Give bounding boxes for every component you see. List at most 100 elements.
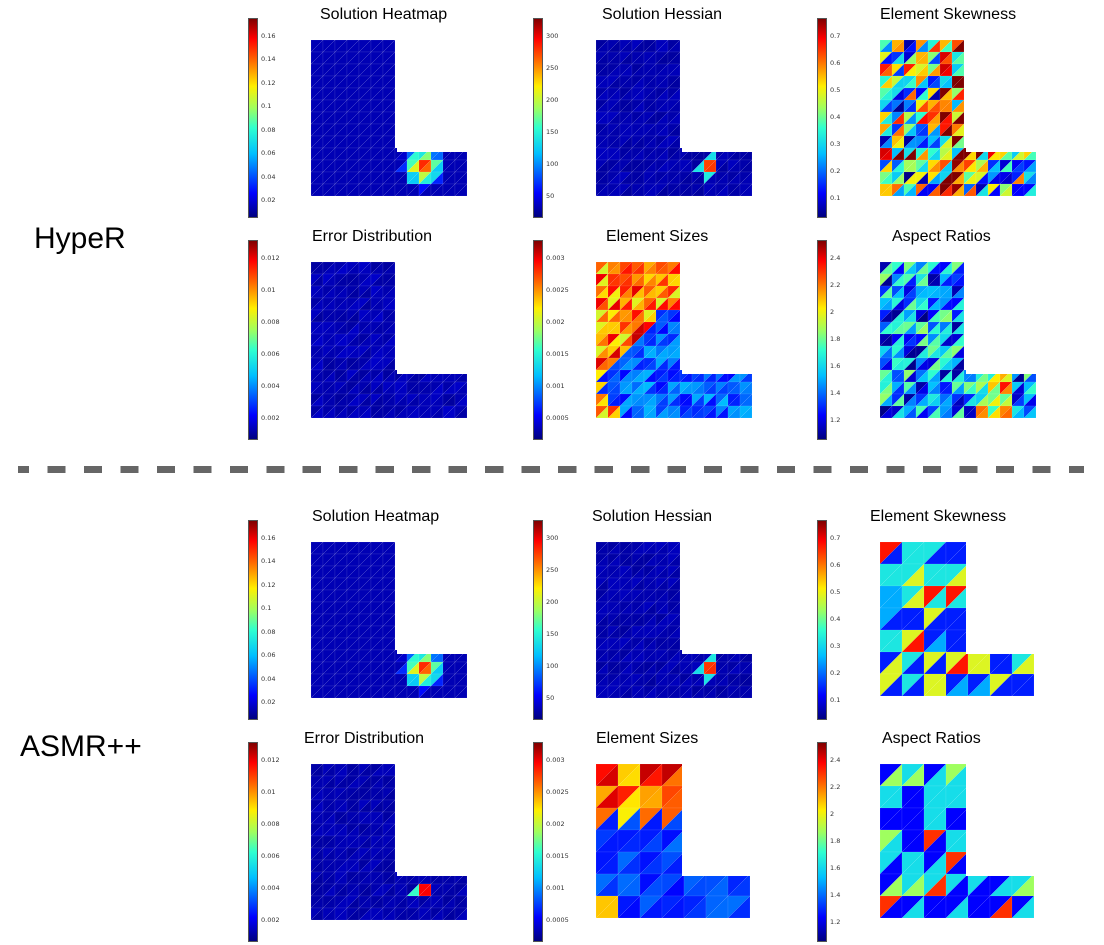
colorbar-tick-label: 150 [546,630,559,638]
colorbar-tick-label: 0.002 [546,820,565,828]
l-shaped-mesh-plot [879,763,1038,919]
colorbar-tick-label: 0.16 [261,32,276,40]
colorbar-tick-label: 0.02 [261,196,276,205]
colorbar-tick-label: 1.4 [830,891,841,900]
colorbar [817,18,827,218]
l-notch-mask [682,764,754,876]
colorbar-tick-label: 0.3 [830,642,841,651]
colorbar-tick-label: 0.002 [261,916,280,924]
mesh-element [454,685,468,699]
colorbar-tick-label: 0.08 [261,125,276,134]
panel-title: Element Sizes [606,228,709,245]
colorbar-tick-label: 0.04 [261,674,276,683]
colorbar [817,520,827,720]
colorbar-tick-label: 0.0005 [546,414,569,422]
l-shaped-mesh-plot [879,541,1038,697]
l-shaped-mesh-plot [595,261,754,419]
l-shaped-mesh-plot [879,39,1038,197]
l-notch-mask [397,542,469,654]
mesh-element [454,183,468,197]
panel-title: Aspect Ratios [882,730,981,747]
colorbar [817,742,827,942]
colorbar-tick-label: 0.0025 [546,286,569,294]
l-shaped-mesh-plot [595,541,754,699]
colorbar-tick-label: 300 [546,534,559,542]
colorbar-tick-label: 0.012 [261,254,280,262]
colorbar-tick-label: 0.6 [830,561,841,570]
colorbar-tick-label: 0.0005 [546,916,569,924]
panel-title: Solution Heatmap [312,508,440,525]
l-notch-mask [966,262,1038,374]
colorbar-tick-label: 50 [546,694,555,702]
colorbar-tick-label: 1.6 [830,864,841,873]
colorbar-tick-label: 0.14 [261,55,276,64]
colorbar-tick-label: 2.2 [830,783,841,792]
panel-title: Aspect Ratios [892,228,991,245]
l-shaped-mesh-plot [595,39,754,197]
colorbar-tick-label: 0.002 [546,318,565,326]
colorbar-tick-label: 0.004 [261,382,280,390]
panel-title: Solution Hessian [592,508,713,525]
colorbar-tick-label: 0.7 [830,32,841,40]
l-shaped-mesh-plot [310,763,469,921]
mesh-element [727,895,751,919]
colorbar-tick-label: 0.1 [261,604,272,613]
colorbar-tick-label: 0.006 [261,852,280,860]
colorbar-tick-label: 0.008 [261,318,280,326]
l-shaped-mesh-plot [310,541,469,699]
colorbar-tick-label: 1.6 [830,362,841,371]
l-notch-mask [682,262,754,374]
l-notch-mask [682,542,754,654]
colorbar-tick-label: 0.12 [261,78,276,87]
colorbar [248,520,258,720]
section-divider [18,466,1084,473]
mesh-element [1023,183,1037,197]
colorbar-tick-label: 2.4 [830,756,841,764]
colorbar-tick-label: 1.4 [830,389,841,398]
colorbar [533,18,543,218]
colorbar-tick-label: 0.0015 [546,852,569,860]
colorbar-tick-label: 0.001 [546,382,565,390]
colorbar-tick-label: 200 [546,96,559,104]
colorbar-tick-label: 100 [546,662,559,670]
panel-title: Element Skewness [870,508,1007,525]
colorbar-tick-label: 100 [546,160,559,168]
colorbar-tick-label: 250 [546,64,559,72]
colorbar-tick-label: 0.06 [261,149,276,158]
colorbar-tick-label: 2 [830,810,835,819]
l-notch-mask [966,40,1038,152]
colorbar [248,18,258,218]
colorbar-tick-label: 2.4 [830,254,841,262]
colorbar [248,240,258,440]
colorbar [533,240,543,440]
colorbar-tick-label: 2 [830,308,835,317]
colorbar-tick-label: 0.5 [830,588,841,597]
colorbar-tick-label: 0.12 [261,580,276,589]
colorbar-tick-label: 150 [546,128,559,136]
mesh-element [739,685,753,699]
colorbar-tick-label: 0.06 [261,651,276,660]
l-notch-mask [966,542,1038,654]
colorbar-tick-label: 0.012 [261,756,280,764]
colorbar [533,520,543,720]
colorbar-tick-label: 0.5 [830,86,841,95]
colorbar-tick-label: 1.8 [830,837,841,846]
colorbar-tick-label: 0.0015 [546,350,569,358]
panel-title: Error Distribution [312,228,433,245]
colorbar-tick-label: 0.01 [261,788,276,796]
colorbar-tick-label: 300 [546,32,559,40]
mesh-element [739,183,753,197]
l-notch-mask [397,40,469,152]
colorbar-tick-label: 0.1 [830,696,841,705]
panel-title: Element Skewness [880,6,1017,23]
panel-title: Solution Heatmap [320,6,448,23]
l-shaped-mesh-plot [310,39,469,197]
panel-title: Error Distribution [304,730,425,747]
colorbar-tick-label: 0.7 [830,534,841,542]
colorbar-tick-label: 0.4 [830,615,841,624]
colorbar-tick-label: 0.3 [830,140,841,149]
colorbar-tick-label: 1.2 [830,416,841,425]
colorbar-tick-label: 50 [546,192,555,200]
colorbar-tick-label: 0.1 [261,102,272,111]
colorbar-tick-label: 0.01 [261,286,276,294]
